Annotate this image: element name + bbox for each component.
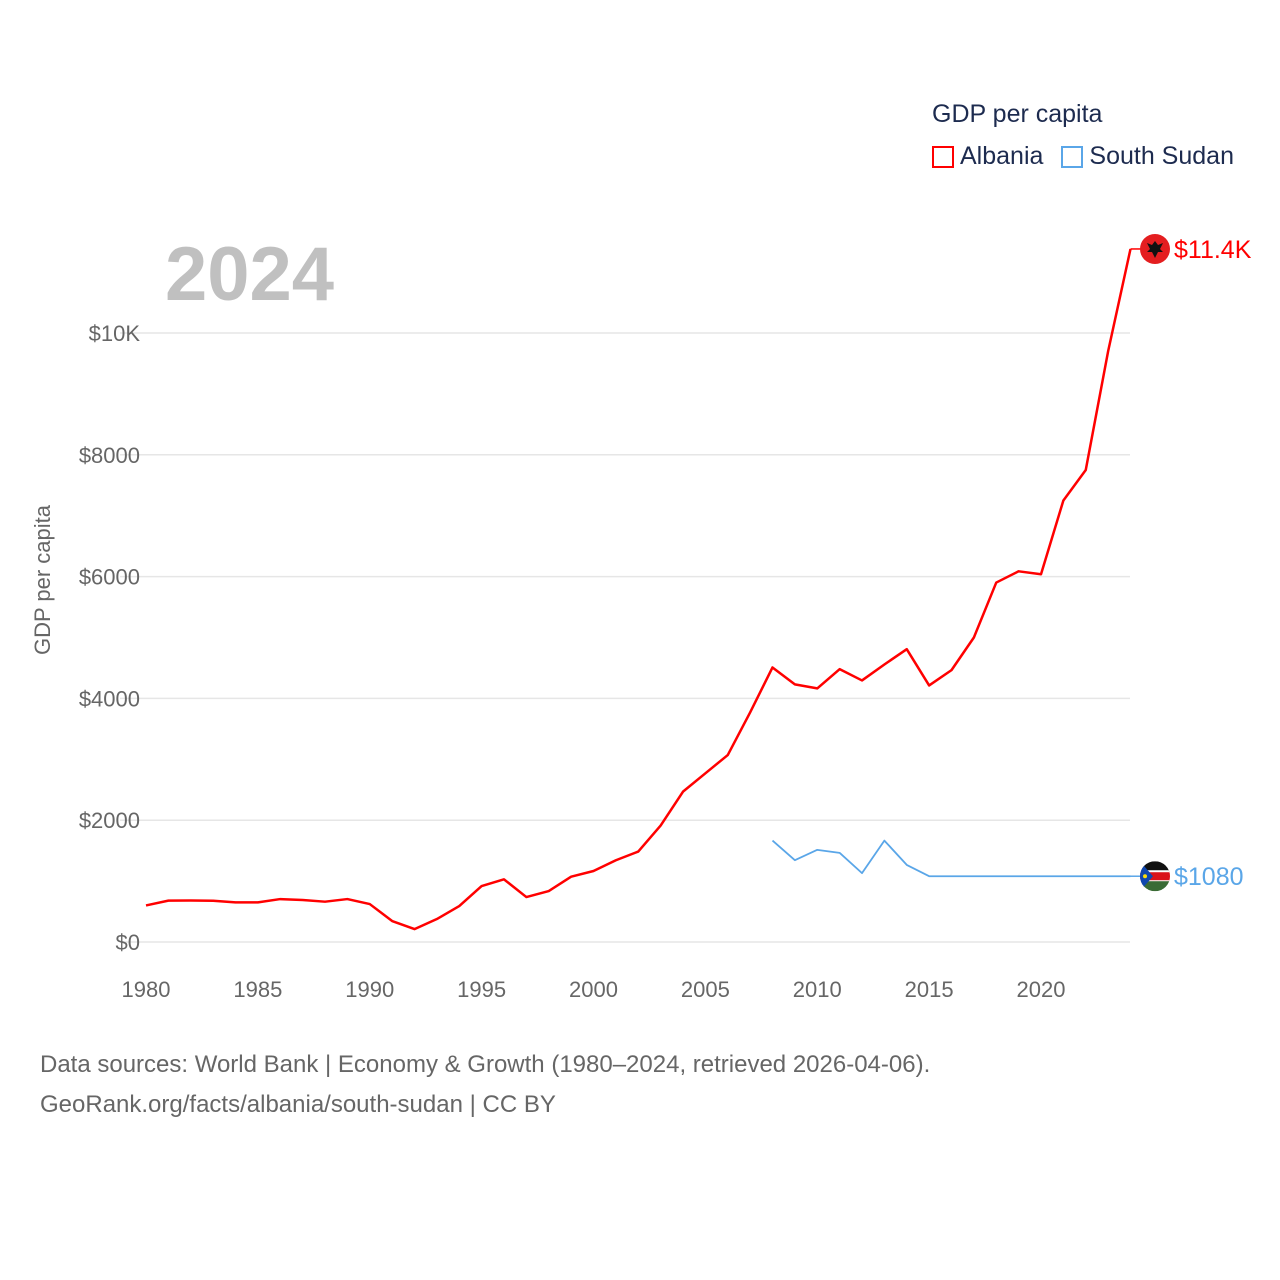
data-point-albania [547, 889, 551, 893]
data-point-albania [390, 919, 394, 923]
data-point-albania [1017, 569, 1021, 573]
data-point-south-sudan [994, 874, 998, 878]
x-tick-label: 2010 [793, 977, 842, 1002]
data-point-albania [166, 899, 170, 903]
data-point-south-sudan [815, 848, 819, 852]
legend-label-south-sudan: South Sudan [1089, 142, 1234, 170]
x-tick-label: 2015 [905, 977, 954, 1002]
x-tick-label: 2000 [569, 977, 618, 1002]
data-point-south-sudan [793, 858, 797, 862]
data-point-south-sudan [838, 851, 842, 855]
data-point-south-sudan [771, 839, 775, 843]
legend-swatch-albania [932, 145, 954, 168]
data-point-albania [592, 869, 596, 873]
y-tick-label: $0 [116, 930, 140, 955]
data-point-albania [1084, 468, 1088, 472]
legend: Albania South Sudan [932, 142, 1252, 171]
data-point-albania [278, 897, 282, 901]
data-point-albania [703, 771, 707, 775]
data-point-albania [301, 898, 305, 902]
data-point-albania [569, 875, 573, 879]
y-tick-label: $6000 [79, 565, 140, 590]
legend-item-albania[interactable]: Albania [932, 142, 1043, 171]
data-point-albania [368, 902, 372, 906]
data-point-south-sudan [1061, 874, 1065, 878]
data-point-albania [815, 686, 819, 690]
data-point-albania [860, 678, 864, 682]
data-point-albania [189, 899, 193, 903]
data-point-albania [323, 900, 327, 904]
source-note: Data sources: World Bank | Economy & Gro… [40, 1045, 930, 1125]
data-point-albania [524, 895, 528, 899]
data-point-albania [144, 903, 148, 907]
series-line-albania [145, 248, 1132, 931]
data-point-south-sudan [1106, 874, 1110, 878]
data-point-albania [726, 753, 730, 757]
data-point-albania [636, 850, 640, 854]
data-point-albania [256, 900, 260, 904]
legend-label-albania: Albania [960, 142, 1044, 170]
end-value-label-albania: $11.4K [1174, 236, 1252, 264]
data-point-south-sudan [1084, 874, 1088, 878]
source-line-1: Data sources: World Bank | Economy & Gro… [40, 1051, 931, 1078]
x-tick-label: 2020 [1017, 977, 1066, 1002]
legend-swatch-south-sudan [1061, 145, 1084, 168]
data-point-albania [771, 665, 775, 669]
data-point-albania [234, 900, 238, 904]
data-point-south-sudan [882, 839, 886, 843]
series-line-south-sudan [771, 839, 1131, 878]
albania-flag-icon [1140, 233, 1170, 264]
data-point-albania [435, 917, 439, 921]
data-point-albania [457, 904, 461, 908]
data-point-south-sudan [1017, 874, 1021, 878]
data-point-albania [882, 662, 886, 666]
y-tick-label: $8000 [79, 443, 140, 468]
x-tick-label: 1995 [457, 977, 506, 1002]
data-point-albania [413, 927, 417, 931]
data-point-south-sudan [860, 871, 864, 875]
legend-item-south-sudan[interactable]: South Sudan [1061, 142, 1234, 171]
data-point-albania [950, 668, 954, 672]
data-point-albania [659, 824, 663, 828]
data-point-south-sudan [950, 874, 954, 878]
data-point-south-sudan [905, 863, 909, 867]
x-tick-label: 1980 [122, 977, 171, 1002]
data-point-albania [1061, 498, 1065, 502]
source-line-2[interactable]: GeoRank.org/facts/albania/south-sudan | … [40, 1091, 556, 1118]
x-tick-label: 2005 [681, 977, 730, 1002]
data-point-albania [927, 683, 931, 687]
south-sudan-flag-icon [1140, 861, 1170, 892]
y-axis-label: GDP per capita [30, 504, 55, 655]
y-tick-label: $2000 [79, 808, 140, 833]
data-point-albania [614, 858, 618, 862]
data-point-south-sudan [972, 874, 976, 878]
data-point-albania [793, 682, 797, 686]
data-point-south-sudan [927, 874, 931, 878]
end-value-label-south-sudan: $1080 [1174, 863, 1244, 891]
y-tick-label: $10K [89, 321, 141, 346]
x-tick-label: 1990 [345, 977, 394, 1002]
legend-title: GDP per capita [932, 100, 1103, 128]
data-point-albania [994, 581, 998, 585]
y-tick-label: $4000 [79, 686, 140, 711]
data-point-albania [345, 897, 349, 901]
data-point-albania [502, 877, 506, 881]
data-point-albania [748, 710, 752, 714]
data-point-albania [681, 790, 685, 794]
data-point-albania [1106, 349, 1110, 353]
year-label: 2024 [165, 232, 334, 317]
data-point-south-sudan [1039, 874, 1043, 878]
data-point-albania [480, 884, 484, 888]
data-point-albania [972, 636, 976, 640]
data-point-albania [1039, 572, 1043, 576]
data-point-albania [905, 647, 909, 651]
x-tick-label: 1985 [233, 977, 282, 1002]
data-point-albania [211, 899, 215, 903]
data-point-albania [838, 667, 842, 671]
